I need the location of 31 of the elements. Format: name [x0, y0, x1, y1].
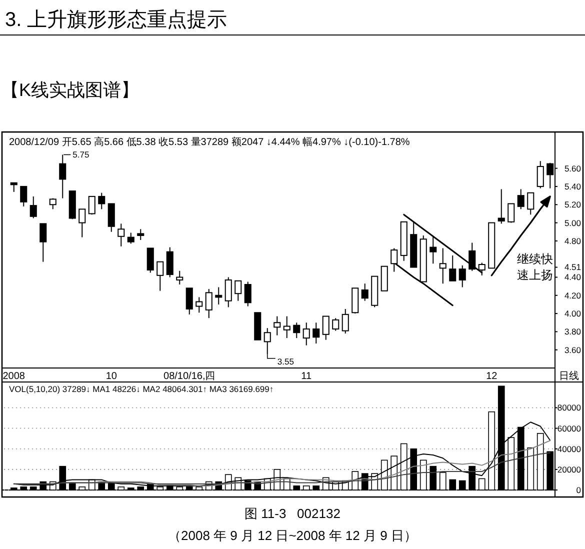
y-tick-label: 5.00	[564, 218, 581, 228]
x-tick-label: 08/10/16,四	[164, 371, 216, 382]
y-tick-label: 80000	[557, 402, 581, 413]
y-tick-label: 20000	[557, 464, 581, 474]
x-tick-label: 12	[486, 371, 498, 382]
value-label: 5.75	[72, 150, 90, 160]
y-tick-label: 5.20	[564, 200, 581, 210]
y-tick-label: 4.20	[564, 290, 581, 300]
y-tick-label: 4.00	[564, 308, 581, 319]
y-tick-label: 60000	[557, 423, 581, 434]
title: 3. 上升旗形形态重点提示	[5, 9, 228, 31]
y-tick-label: 3.60	[564, 344, 581, 355]
x-tick-label: 11	[301, 371, 312, 382]
y-tick-label: 5.60	[564, 163, 581, 174]
y-tick-label: 3.80	[564, 326, 581, 337]
y-tick-label: 40000	[557, 444, 581, 454]
y-tick-label: 4.51	[564, 262, 581, 272]
y-tick-label: 0	[576, 485, 581, 495]
y-tick-label: 4.80	[564, 236, 581, 246]
y-tick-label: 5.40	[564, 181, 581, 192]
caption: 图 11-3 002132	[244, 506, 340, 521]
subtitle: 【K线实战图谱】	[1, 80, 140, 100]
x-tick-label: 10	[106, 371, 117, 382]
panel-title: VOL(5,10,20) 37289↓ MA1 48226↓ MA2 48064.301↑ MA3 36169.699↑	[9, 384, 274, 394]
value-label: 3.55	[277, 356, 294, 366]
caption: （2008 年 9 月 12 日~2008 年 12 月 9 日）	[168, 528, 417, 543]
x-tick-label: 2008	[2, 371, 25, 382]
annotation: 继续快速上扬	[517, 252, 553, 282]
annotation: 日线	[559, 371, 579, 382]
y-tick-label: 4.40	[564, 272, 581, 282]
annotation: 2008/12/09 开5.65 高5.66 低5.38 收5.53 量37289 额2047 ↓4.44% 幅4.97% ↓(-0.10)-1.78%	[9, 137, 410, 148]
